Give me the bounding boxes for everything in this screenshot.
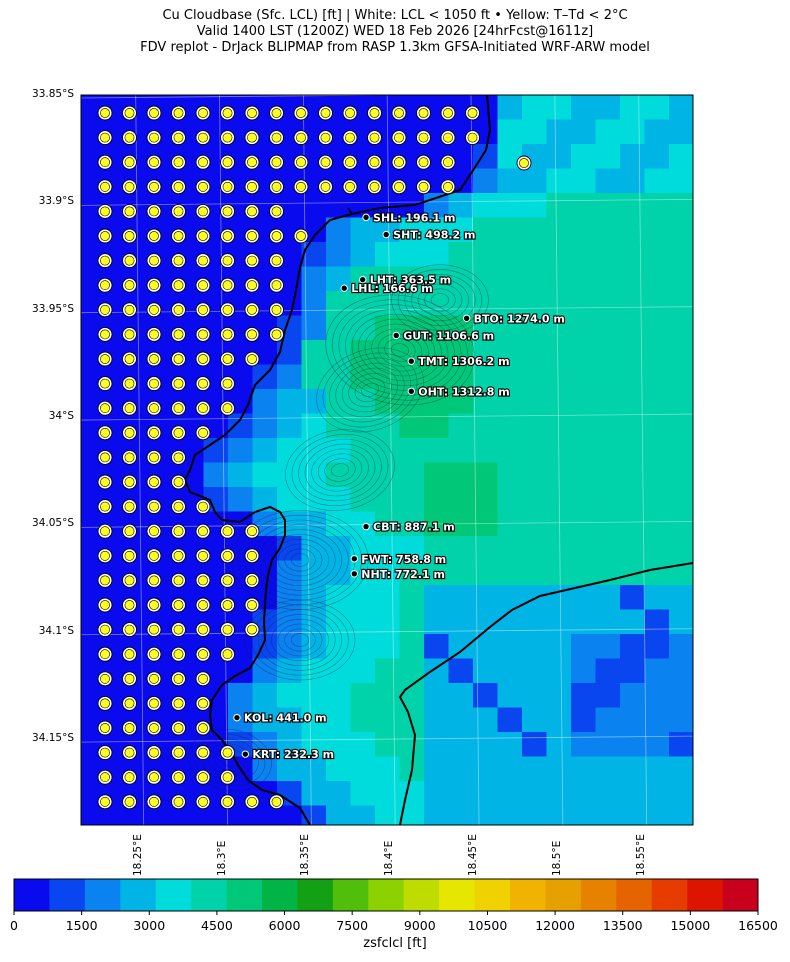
colorbar-swatch <box>14 879 50 911</box>
colorbar-swatch <box>580 879 617 911</box>
colorbar-swatch <box>262 879 298 911</box>
colorbar-tick-label: 0 <box>10 918 18 933</box>
colorbar-swatch <box>722 879 759 911</box>
site-dot-gut <box>392 331 400 340</box>
site-label-tmt: TMT: 1306.2 m <box>418 355 509 368</box>
lat-tick-label: 33.95°S <box>32 302 74 315</box>
site-label-gut: GUT: 1106.6 m <box>403 329 494 342</box>
lat-tick-label: 33.9°S <box>38 195 74 208</box>
site-dot-fwt <box>350 555 359 563</box>
colorbar-swatch <box>510 879 546 911</box>
lat-tick-label: 34.05°S <box>32 517 74 530</box>
lon-tick-label: 18.25°E <box>131 834 144 876</box>
site-label-nht: NHT: 772.1 m <box>361 568 445 581</box>
colorbar-tick-label: 4500 <box>201 918 233 933</box>
title-line-1: Cu Cloudbase (Sfc. LCL) [ft] | White: LC… <box>162 8 628 23</box>
colorbar-swatch <box>84 879 121 911</box>
colorbar-swatch <box>297 879 334 911</box>
site-label-shl: SHL: 196.1 m <box>373 211 455 224</box>
lon-tick-label: 18.3°E <box>215 840 228 876</box>
colorbar-swatch <box>49 879 86 911</box>
colorbar-tick-label: 10500 <box>467 918 508 933</box>
colorbar-swatch <box>120 879 157 911</box>
site-dot-bto <box>462 314 471 322</box>
lat-tick-label: 34.1°S <box>38 624 74 637</box>
coastline-inland <box>347 207 353 215</box>
colorbar-swatch <box>155 879 192 911</box>
lat-tick-label: 34.15°S <box>32 732 74 745</box>
colorbar-swatch <box>651 879 688 911</box>
graticule <box>81 95 693 825</box>
colorbar-swatch <box>226 879 263 911</box>
lon-tick-label: 18.35°E <box>299 834 312 876</box>
site-label-cbt: CBT: 887.1 m <box>373 521 455 534</box>
site-dot-nht <box>350 570 359 578</box>
colorbar-label: zsfclcl [ft] <box>363 936 427 951</box>
lcl-field <box>81 95 693 825</box>
colorbar-tick-label: 12000 <box>535 918 575 933</box>
colorbar-swatch <box>687 879 723 911</box>
colorbar-tick-label: 6000 <box>268 918 301 933</box>
site-label-kol: KOL: 441.0 m <box>244 712 327 725</box>
colorbar-swatch <box>332 879 369 911</box>
title-line-3: FDV replot - DrJack BLIPMAP from RASP 1.… <box>140 40 650 55</box>
lon-tick-label: 18.45°E <box>467 834 480 876</box>
colorbar-swatch <box>545 879 582 911</box>
site-label-lhl: LHL: 166.6 m <box>351 282 433 295</box>
colorbar-swatch <box>191 879 227 911</box>
map-frame <box>80 94 694 826</box>
title-line-2: Valid 1400 LST (1200Z) WED 18 Feb 2026 [… <box>196 24 594 39</box>
lon-tick-label: 18.4°E <box>383 840 396 876</box>
site-dot-sht <box>382 230 390 239</box>
colorbar-swatch <box>439 879 475 911</box>
colorbar-tick-label: 9000 <box>403 918 436 933</box>
lcl-markers <box>97 105 532 810</box>
site-dot-lht <box>358 275 367 284</box>
site-dot-lhl <box>340 284 348 292</box>
lon-tick-label: 18.55°E <box>634 834 647 876</box>
colorbar <box>13 878 759 915</box>
lon-tick-label: 18.5°E <box>550 840 563 876</box>
site-dot-kol <box>233 713 241 722</box>
terrain-contours <box>188 264 489 792</box>
site-label-krt: KRT: 232.3 m <box>252 748 334 761</box>
site-dot-cbt <box>362 522 370 531</box>
coastline-east <box>398 562 693 825</box>
lat-tick-label: 33.85°S <box>32 88 74 100</box>
colorbar-swatch <box>474 879 511 911</box>
site-dot-krt <box>241 750 250 758</box>
colorbar-tick-label: 15000 <box>670 918 711 933</box>
site-dot-shl <box>362 213 370 222</box>
colorbar-tick-label: 13500 <box>602 918 643 933</box>
site-dot-oht <box>407 387 416 395</box>
colorbar-tick-label: 3000 <box>133 918 166 933</box>
colorbar-tick-label: 7500 <box>336 918 369 933</box>
site-dot-tmt <box>407 357 416 365</box>
colorbar-tick-label: 1500 <box>65 918 98 933</box>
coastline <box>183 95 492 825</box>
site-label-bto: BTO: 1274.0 m <box>474 312 565 325</box>
colorbar-swatch <box>616 879 653 911</box>
colorbar-swatch <box>403 879 440 911</box>
lat-tick-label: 34°S <box>48 410 74 423</box>
site-label-fwt: FWT: 758.8 m <box>361 553 446 566</box>
colorbar-swatch <box>368 879 405 911</box>
site-label-lht: LHT: 363.5 m <box>370 274 451 287</box>
site-label-oht: OHT: 1312.8 m <box>418 385 509 398</box>
colorbar-tick-label: 16500 <box>738 918 778 933</box>
site-markers: SHL: 196.1 m SHT: 498.2 m LHT: 363.5 mLHL:… <box>233 210 566 762</box>
site-label-sht: SHT: 498.2 m <box>393 229 475 242</box>
